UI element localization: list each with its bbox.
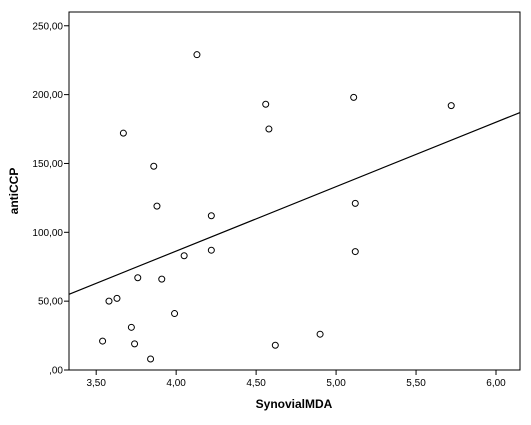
data-point [105,297,113,305]
data-point [207,212,215,220]
y-tick-label: 50,00 [38,297,63,308]
x-tick-label: 5,00 [326,378,346,389]
data-point [447,102,455,110]
data-point [147,355,155,363]
x-tick-label: 3,50 [86,378,106,389]
fit-line [68,111,521,295]
data-point [158,275,166,283]
data-point [127,323,135,331]
x-tick-label: 6,00 [486,378,506,389]
data-point [271,341,279,349]
data-point [113,294,121,302]
data-point [99,337,107,345]
data-point [351,199,359,207]
x-tick-label: 4,50 [246,378,266,389]
data-point [153,202,161,210]
data-point [119,129,127,137]
data-point [316,330,324,338]
data-point [265,125,273,133]
y-tick-label: 200,00 [32,90,63,101]
x-axis-title: SynovialMDA [256,397,333,411]
y-axis-title: antiCCP [7,168,21,215]
data-point [131,340,139,348]
y-axis-ticks: ,00 50,00 100,00 150,00 200,00 250,00 [32,21,69,377]
data-point [193,51,201,59]
data-point [262,100,270,108]
x-tick-label: 5,50 [406,378,426,389]
y-tick-label: 150,00 [32,159,63,170]
y-tick-label: ,00 [49,366,63,377]
data-point [351,248,359,256]
data-point [134,274,142,282]
data-point [180,252,188,260]
data-points [99,51,455,363]
x-tick-label: 4,00 [166,378,186,389]
y-tick-label: 100,00 [32,228,63,239]
x-axis-ticks: 3,50 4,00 4,50 5,00 5,50 6,00 [86,370,506,389]
data-point [150,162,158,170]
y-tick-label: 250,00 [32,21,63,32]
data-point [207,246,215,254]
fit-line-group [68,111,521,295]
plot-area [68,11,521,371]
data-point [171,310,179,318]
data-point [350,93,358,101]
